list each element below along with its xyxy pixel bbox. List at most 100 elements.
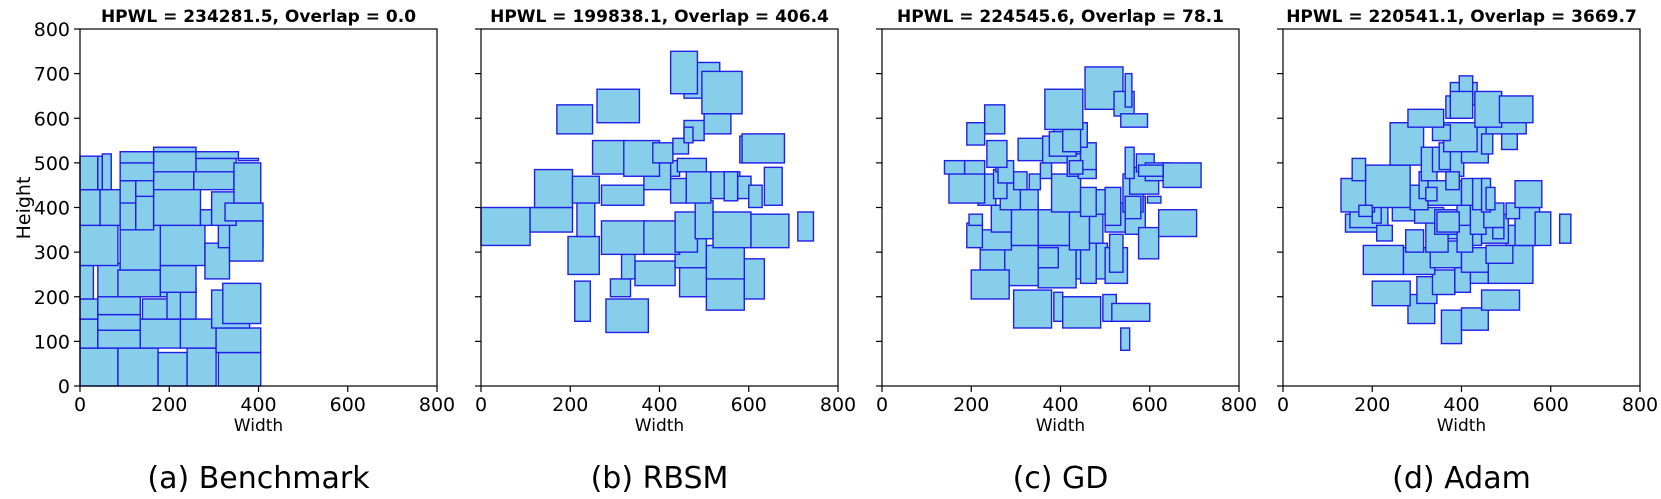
block-rect xyxy=(1079,186,1097,218)
block-rect xyxy=(685,171,712,204)
block-rect xyxy=(215,327,262,354)
block-rect xyxy=(193,168,235,191)
block-rect xyxy=(966,222,984,249)
block-rect xyxy=(1111,302,1151,322)
block-rect xyxy=(979,229,1013,251)
y-axis-label: Height xyxy=(13,177,35,240)
block-rect xyxy=(1010,204,1039,247)
y-tick-label: 800 xyxy=(34,19,70,41)
block-rect xyxy=(1485,186,1496,211)
block-rect xyxy=(948,171,986,204)
block-rect xyxy=(600,220,647,256)
block-rect xyxy=(79,188,101,227)
block-rect xyxy=(600,184,645,206)
block-rect xyxy=(101,153,112,191)
block-rect xyxy=(79,224,119,267)
block-rect xyxy=(652,142,674,164)
block-rect xyxy=(1480,133,1494,155)
x-tick-label: 600 xyxy=(1132,394,1168,416)
block-rect xyxy=(723,171,739,202)
block-rect xyxy=(1028,173,1042,191)
block-rect xyxy=(705,244,745,280)
block-rect xyxy=(1407,108,1445,128)
block-rect xyxy=(1436,211,1460,233)
x-tick-label: 200 xyxy=(552,394,588,416)
rect-group xyxy=(943,66,1202,351)
block-rect xyxy=(643,220,681,256)
block-rect xyxy=(237,157,260,162)
block-rect xyxy=(1104,186,1122,227)
block-rect xyxy=(97,329,141,349)
block-rect xyxy=(1534,211,1552,247)
block-rect xyxy=(1053,291,1064,322)
block-rect xyxy=(1120,113,1149,128)
block-rect xyxy=(233,162,262,204)
block-rect xyxy=(1012,171,1028,191)
block-rect xyxy=(224,202,264,222)
x-tick-label: 200 xyxy=(953,394,989,416)
block-rect xyxy=(694,200,714,240)
block-rect xyxy=(1062,296,1102,329)
block-rect xyxy=(683,126,694,144)
x-tick-label: 800 xyxy=(1622,394,1658,416)
block-rect xyxy=(1362,244,1405,276)
block-rect xyxy=(556,104,594,135)
block-rect xyxy=(1449,90,1474,119)
block-rect xyxy=(1137,164,1164,177)
block-rect xyxy=(199,209,213,227)
block-rect xyxy=(669,50,699,95)
block-rect xyxy=(1440,309,1463,345)
block-rect xyxy=(986,139,1008,169)
block-rect xyxy=(1460,307,1489,331)
block-rect xyxy=(1037,209,1073,247)
block-rect xyxy=(1376,224,1394,242)
block-rect xyxy=(674,211,699,253)
block-rect xyxy=(609,278,632,298)
y-tick-label: 500 xyxy=(34,153,70,175)
x-tick-label: 0 xyxy=(74,394,86,416)
block-rect xyxy=(152,151,197,173)
block-rect xyxy=(79,318,99,349)
block-rect xyxy=(97,313,141,331)
block-rect xyxy=(574,280,592,322)
block-rect xyxy=(195,151,240,160)
block-rect xyxy=(157,351,188,387)
block-rect xyxy=(1124,195,1142,220)
block-rect xyxy=(1146,195,1162,204)
x-tick-label: 600 xyxy=(1533,394,1569,416)
block-rect xyxy=(1351,157,1367,182)
block-rect xyxy=(1068,159,1084,175)
block-rect xyxy=(1492,226,1505,240)
block-rect xyxy=(968,213,984,227)
block-rect xyxy=(669,177,687,204)
x-tick-label: 400 xyxy=(1042,394,1078,416)
block-rect xyxy=(119,200,137,231)
block-rect xyxy=(1474,90,1503,128)
block-rect xyxy=(533,168,574,209)
block-rect xyxy=(228,220,264,262)
block-rect xyxy=(79,347,119,387)
block-rect xyxy=(222,282,262,325)
x-tick-label: 600 xyxy=(330,394,366,416)
block-rect xyxy=(1108,233,1124,273)
x-tick-label: 0 xyxy=(1277,394,1289,416)
panel-title: HPWL = 224545.6, Overlap = 78.1 xyxy=(897,7,1224,27)
block-rect xyxy=(712,211,752,249)
block-rect xyxy=(748,184,763,209)
block-rect xyxy=(1012,289,1053,329)
x-tick-label: 400 xyxy=(240,394,276,416)
block-rect xyxy=(179,318,217,349)
block-rect xyxy=(966,122,986,146)
block-rect xyxy=(119,151,155,164)
block-rect xyxy=(1358,204,1373,218)
block-rect xyxy=(1162,162,1202,189)
block-rect xyxy=(117,269,162,298)
block-rect xyxy=(97,296,141,316)
block-rect xyxy=(529,206,574,233)
block-rect xyxy=(152,186,202,227)
block-rect xyxy=(1137,226,1160,260)
block-rect xyxy=(1389,122,1425,166)
x-axis-label: Width xyxy=(635,416,684,436)
block-rect xyxy=(152,146,197,153)
